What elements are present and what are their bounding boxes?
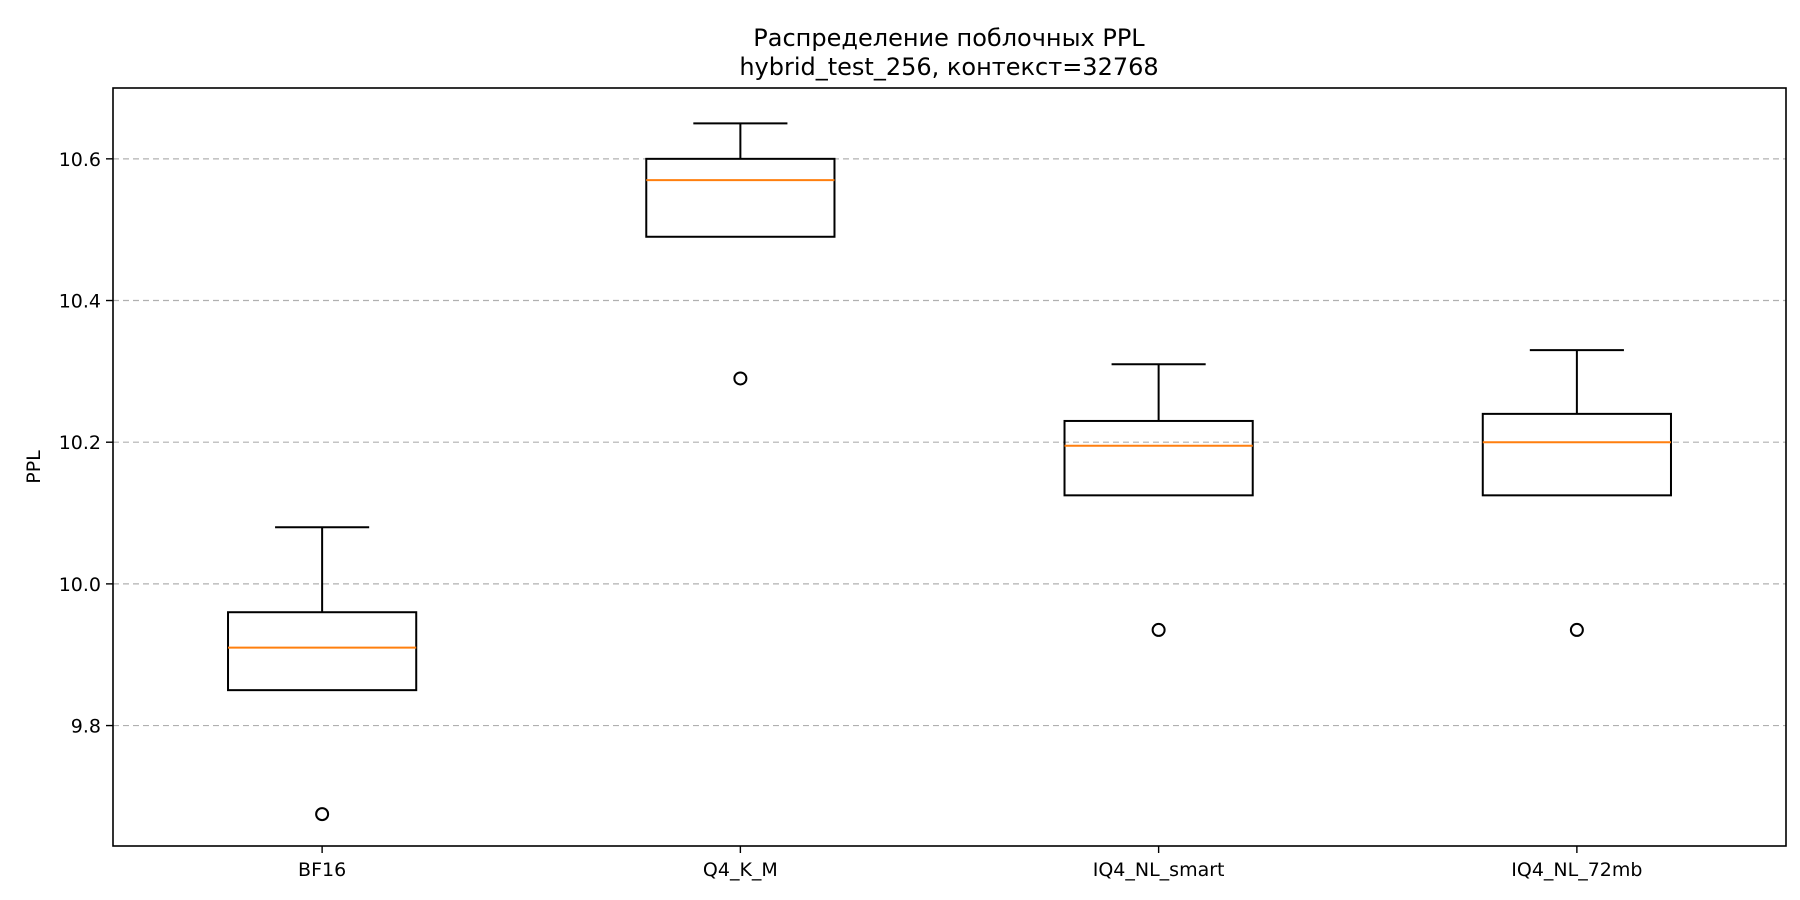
box-group	[1481, 349, 1672, 637]
box-iqr	[227, 611, 418, 692]
y-tick-label: 10.6	[59, 149, 101, 171]
x-axis: BF16 Q4_K_M IQ4_NL_smart IQ4_NL_72mb	[298, 846, 1642, 881]
outlier-point	[733, 371, 748, 386]
x-tick-label: IQ4_NL_smart	[1093, 859, 1225, 881]
box-iqr	[645, 157, 836, 238]
x-tick-label: BF16	[298, 859, 346, 881]
box-layer	[227, 122, 1672, 822]
box-group	[1063, 363, 1254, 637]
outlier-point	[1151, 622, 1166, 637]
chart-title: Распределение поблочных PPL	[753, 24, 1145, 52]
plot-frame	[112, 87, 1787, 847]
y-tick-label: 10.0	[59, 574, 101, 596]
x-tick-label: Q4_K_M	[703, 859, 778, 881]
y-tick-label: 10.4	[59, 291, 101, 313]
y-axis: 9.8 10.0 10.2 10.4 10.6	[59, 149, 113, 738]
box-iqr	[1481, 412, 1672, 497]
outlier-point	[1569, 622, 1584, 637]
chart-subtitle: hybrid_test_256, контекст=32768	[739, 53, 1158, 81]
y-tick-label: 10.2	[59, 432, 101, 454]
x-tick-label: IQ4_NL_72mb	[1511, 859, 1642, 881]
outlier-point	[315, 807, 330, 822]
y-axis-label: PPL	[23, 450, 45, 484]
box-iqr	[1063, 419, 1254, 497]
box-group	[645, 122, 836, 386]
box-group	[227, 526, 418, 822]
y-tick-label: 9.8	[71, 716, 101, 738]
